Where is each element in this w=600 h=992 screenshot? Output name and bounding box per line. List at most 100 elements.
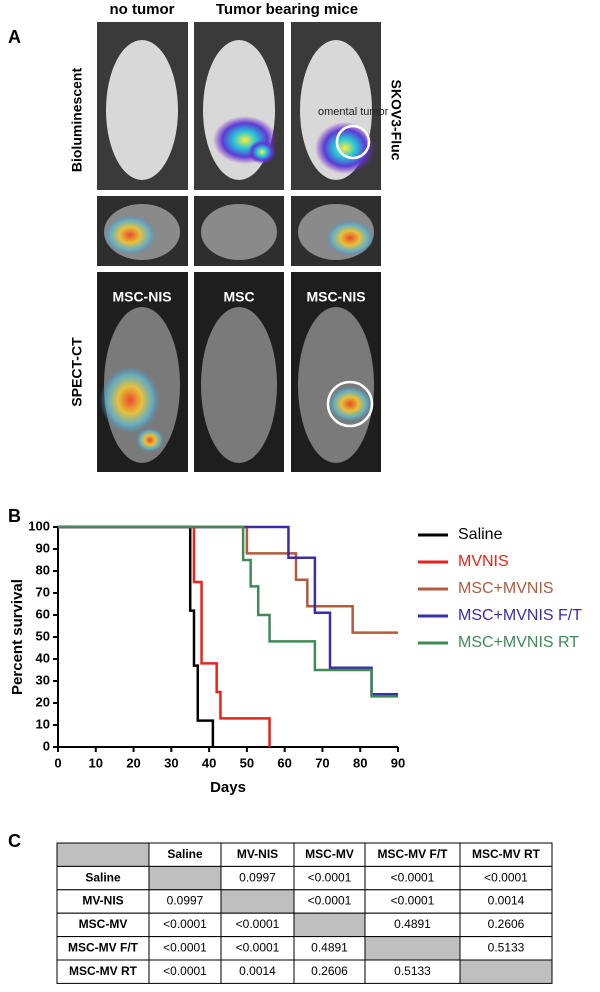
y-tick-label: 40 <box>36 650 50 665</box>
column-header: no tumor <box>110 1 175 18</box>
column-header: MSC-MV <box>305 847 354 861</box>
bioluminescent-images <box>97 22 381 190</box>
x-tick-label: 20 <box>126 755 140 770</box>
row-label: Saline <box>85 870 121 884</box>
uptake <box>100 366 160 434</box>
panel-label: B <box>8 506 21 526</box>
y-tick-label: 10 <box>36 716 50 731</box>
x-tick-label: 80 <box>353 755 367 770</box>
p-value: <0.0001 <box>236 917 280 931</box>
x-axis-title: Days <box>210 779 246 796</box>
p-value: <0.0001 <box>236 940 280 954</box>
legend-label: MSC+MVNIS <box>458 580 554 597</box>
uptake <box>136 428 164 452</box>
table-cell <box>459 959 553 984</box>
survival-curve <box>58 525 398 698</box>
legend-label: MSC+MVNIS F/T <box>458 607 582 624</box>
panel-label: A <box>8 27 21 47</box>
p-value: 0.0997 <box>167 894 204 908</box>
x-tick-label: 50 <box>240 755 254 770</box>
tumor-circle <box>335 124 371 160</box>
survival-chart: 0 10 20 30 40 50 60 70 80 90 100 0 10 20 30 40 50 60 70 80 9… <box>28 518 582 770</box>
x-tick-label: 60 <box>277 755 291 770</box>
y-tick-label: 70 <box>36 584 50 599</box>
panel-label: C <box>8 831 21 851</box>
mouse <box>106 40 178 180</box>
p-value: <0.0001 <box>391 894 435 908</box>
p-value: <0.0001 <box>484 870 528 884</box>
x-tick-label: 10 <box>89 755 103 770</box>
column-header: MV-NIS <box>237 847 278 861</box>
p-value: <0.0001 <box>163 940 207 954</box>
p-value: 0.2606 <box>488 917 525 931</box>
x-tick-label: 0 <box>54 755 61 770</box>
tumor-circle <box>326 380 374 428</box>
column-header: Saline <box>167 847 203 861</box>
p-value-table: Saline MV-NIS MSC-MV MSC-MV F/T MSC-MV RT Sal… <box>56 842 553 984</box>
y-tick-label: 30 <box>36 672 50 687</box>
p-value: 0.5133 <box>488 940 525 954</box>
survival-curve <box>58 525 215 747</box>
p-value: 0.4891 <box>311 940 348 954</box>
y-tick-label: 20 <box>36 694 50 709</box>
y-axis-title: Percent survival <box>9 579 26 695</box>
p-value: <0.0001 <box>308 870 352 884</box>
x-tick-label: 90 <box>391 755 405 770</box>
p-value: 0.5133 <box>394 964 431 978</box>
y-tick-label: 100 <box>28 518 50 533</box>
cell-line-label: SKOV3-Fluc <box>388 80 404 161</box>
spect-ct-images <box>97 272 381 472</box>
ct-slices <box>97 196 381 266</box>
p-value: 0.2606 <box>311 964 348 978</box>
p-value: 0.4891 <box>394 917 431 931</box>
p-value: <0.0001 <box>308 894 352 908</box>
row-label: MSC-MV RT <box>69 964 138 978</box>
p-value: <0.0001 <box>391 870 435 884</box>
annotation: omental tumor <box>318 106 389 118</box>
uptake <box>328 386 372 422</box>
y-tick-label: 50 <box>36 628 50 643</box>
y-tick-label: 80 <box>36 562 50 577</box>
p-value: 0.0997 <box>239 870 276 884</box>
body <box>201 307 277 463</box>
row-label: SPECT-CT <box>69 337 85 407</box>
uptake <box>326 220 374 256</box>
row-label: MSC-MV F/T <box>68 940 139 954</box>
row-label: Bioluminescent <box>69 68 85 173</box>
column-header: MSC-MV RT <box>472 847 541 861</box>
y-tick-label: 0 <box>43 738 50 753</box>
column-header: Tumor bearing mice <box>216 1 358 18</box>
signal <box>248 140 276 164</box>
p-value: 0.0014 <box>488 894 525 908</box>
treatment-label: MSC-NIS <box>112 289 171 305</box>
table-cell <box>364 936 461 961</box>
column-header: MSC-MV F/T <box>378 847 449 861</box>
survival-curve <box>58 525 398 634</box>
x-tick-label: 70 <box>315 755 329 770</box>
legend-label: Saline <box>458 526 503 543</box>
p-value: 0.0014 <box>239 964 276 978</box>
x-tick-label: 40 <box>202 755 216 770</box>
legend-label: MSC+MVNIS RT <box>458 634 579 651</box>
x-tick-label: 30 <box>164 755 178 770</box>
legend-label: MVNIS <box>458 553 509 570</box>
p-value: <0.0001 <box>163 964 207 978</box>
y-tick-label: 90 <box>36 540 50 555</box>
survival-curve <box>58 525 271 747</box>
row-label: MV-NIS <box>82 894 123 908</box>
p-value: <0.0001 <box>163 917 207 931</box>
body <box>298 307 374 463</box>
y-tick-label: 60 <box>36 606 50 621</box>
corner-cell <box>56 842 150 867</box>
treatment-label: MSC-NIS <box>306 289 365 305</box>
row-label: MSC-MV <box>79 917 128 931</box>
slice <box>201 204 277 260</box>
table-cell <box>148 865 222 891</box>
table-cell <box>220 889 295 914</box>
signal <box>315 122 375 174</box>
treatment-label: MSC <box>223 289 254 305</box>
uptake <box>104 215 156 255</box>
table-cell <box>293 912 366 938</box>
